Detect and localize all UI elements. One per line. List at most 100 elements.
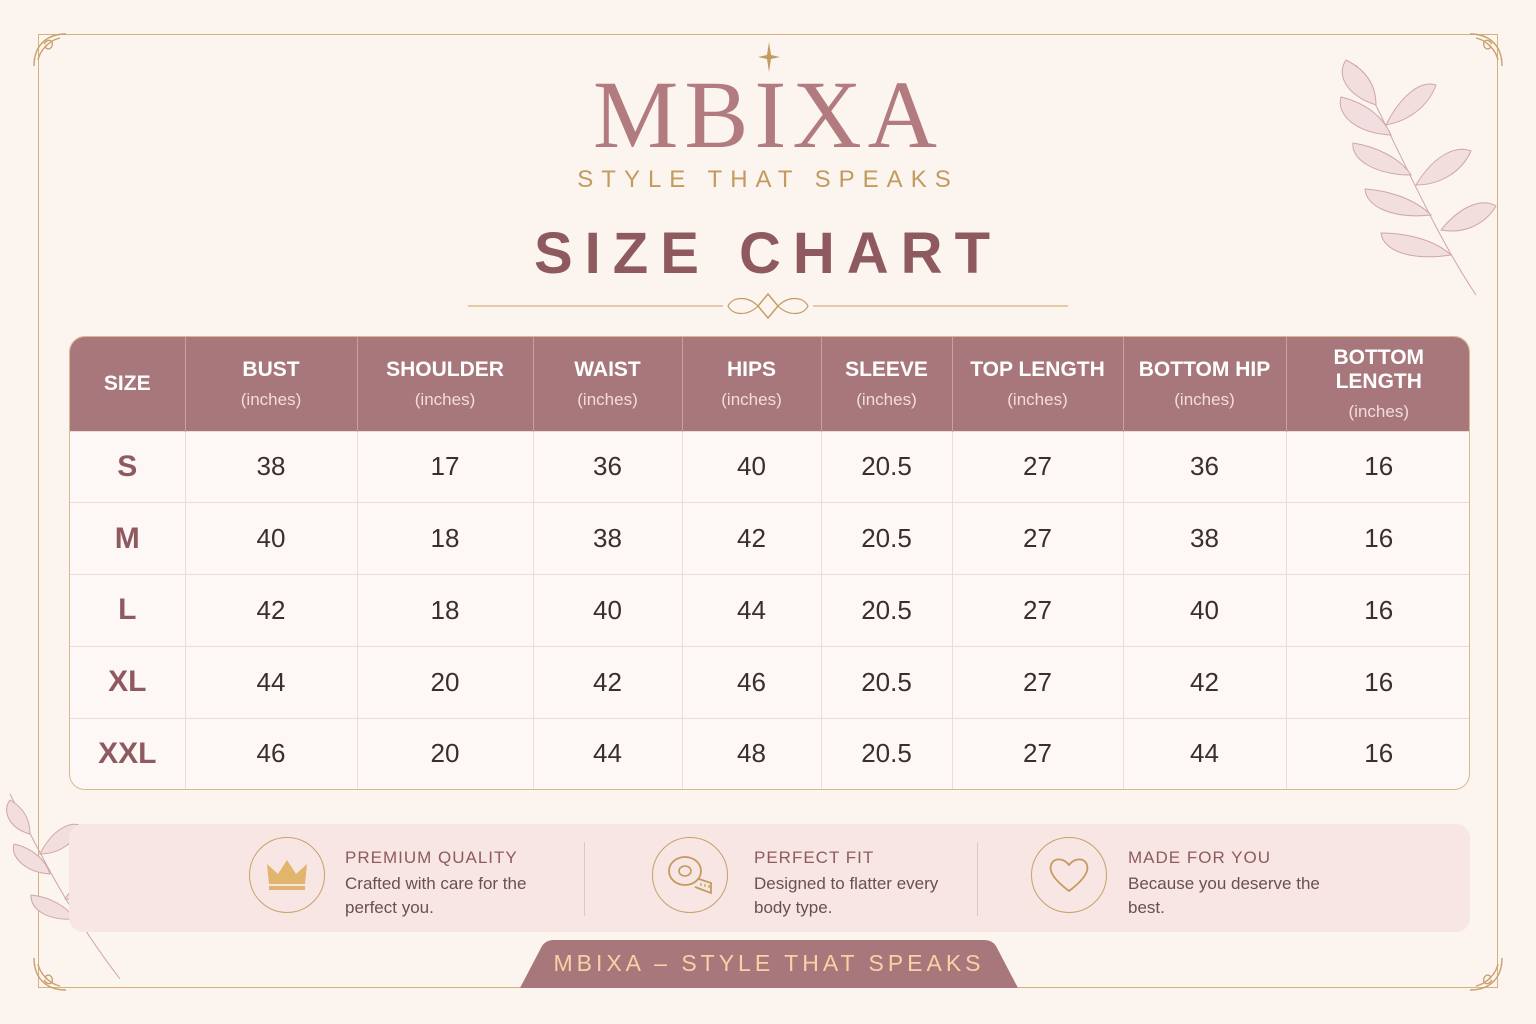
sparkle-icon — [758, 42, 780, 72]
column-unit: (inches) — [1007, 389, 1068, 409]
table-header-row: SIZE BUST (inches) SHOULDER (inches) WAIST (in… — [70, 337, 1469, 431]
brand-logo: MBIXA — [592, 61, 943, 168]
measurement-cell: 44 — [185, 645, 358, 719]
column-label: SLEEVE — [845, 357, 928, 381]
size-label: XL — [70, 645, 186, 719]
measurement-cell: 46 — [682, 645, 822, 719]
column-unit: (inches) — [240, 389, 302, 409]
heart-icon — [1031, 837, 1107, 913]
measurement-cell: 20.5 — [821, 717, 953, 789]
footer-banner — [520, 940, 1018, 988]
measurement-cell: 16 — [1286, 430, 1469, 503]
measurement-cell: 18 — [357, 574, 534, 647]
measurement-cell: 46 — [185, 717, 358, 789]
corner-ornament-icon — [1469, 957, 1503, 991]
column-header-top-length: TOP LENGTH (inches) — [952, 337, 1124, 431]
column-unit: (inches) — [1348, 401, 1409, 421]
column-header-shoulder: SHOULDER (inches) — [357, 337, 534, 431]
measurement-cell: 40 — [682, 430, 822, 503]
column-unit: (inches) — [414, 389, 476, 409]
table-row: S 38 17 36 40 20.5 27 36 16 — [70, 430, 1469, 503]
measurement-cell: 16 — [1286, 574, 1469, 647]
column-unit: (inches) — [721, 389, 782, 409]
measurement-cell: 40 — [185, 502, 358, 575]
measurement-cell: 44 — [682, 574, 822, 647]
feature-divider — [977, 842, 978, 916]
column-label: HIPS — [726, 357, 776, 381]
measurement-cell: 16 — [1286, 645, 1469, 719]
column-label: SIZE — [103, 371, 151, 395]
corner-ornament-icon — [1469, 33, 1503, 67]
feature-divider — [584, 842, 585, 916]
measurement-cell: 20.5 — [821, 502, 953, 575]
measurement-cell: 44 — [1123, 717, 1287, 789]
measurement-cell: 18 — [357, 502, 534, 575]
column-header-bottom-length: BOTTOM LENGTH (inches) — [1286, 337, 1469, 431]
measurement-cell: 42 — [682, 502, 822, 575]
column-header-sleeve: SLEEVE (inches) — [821, 337, 953, 431]
table-row: L 42 18 40 44 20.5 27 40 16 — [70, 574, 1469, 647]
column-label: BOTTOM HIP — [1138, 357, 1271, 381]
size-chart-table: SIZE BUST (inches) SHOULDER (inches) WAIST (in… — [69, 336, 1470, 790]
feature-description: Crafted with care for the perfect you. — [345, 874, 527, 917]
measurement-cell: 48 — [682, 717, 822, 789]
size-label: XXL — [70, 717, 186, 789]
measuring-tape-icon — [652, 837, 728, 913]
corner-ornament-icon — [33, 33, 67, 67]
feature-description: Because you deserve the best. — [1128, 874, 1320, 917]
corner-ornament-icon — [33, 957, 67, 991]
brand-tagline: STYLE THAT SPEAKS — [577, 166, 959, 193]
measurement-cell: 17 — [357, 430, 534, 503]
measurement-cell: 27 — [952, 502, 1124, 575]
measurement-cell: 20.5 — [821, 430, 953, 503]
measurement-cell: 20.5 — [821, 574, 953, 647]
measurement-cell: 40 — [533, 574, 683, 647]
column-header-size: SIZE — [70, 337, 186, 431]
page-title: SIZE CHART — [534, 221, 1002, 286]
feature-description: Designed to flatter every body type. — [754, 874, 939, 917]
feature-title: PREMIUM QUALITY — [345, 848, 518, 867]
leaf-branch-icon — [1339, 59, 1497, 296]
footer-banner-text: MBIXA – STYLE THAT SPEAKS — [553, 950, 985, 976]
size-label: L — [70, 574, 186, 647]
measurement-cell: 44 — [533, 717, 683, 789]
size-label: M — [70, 502, 186, 575]
measurement-cell: 42 — [1123, 645, 1287, 719]
measurement-cell: 38 — [533, 502, 683, 575]
column-label: SHOULDER — [386, 357, 504, 381]
column-label: BOTTOM LENGTH — [1333, 345, 1425, 393]
table-row: XL 44 20 42 46 20.5 27 42 16 — [70, 645, 1469, 719]
size-label: S — [70, 430, 186, 503]
measurement-cell: 42 — [533, 645, 683, 719]
measurement-cell: 16 — [1286, 717, 1469, 789]
measurement-cell: 36 — [1123, 430, 1287, 503]
column-unit: (inches) — [1174, 389, 1235, 409]
column-unit: (inches) — [577, 389, 638, 409]
column-header-waist: WAIST (inches) — [533, 337, 683, 431]
column-header-bottom-hip: BOTTOM HIP (inches) — [1123, 337, 1287, 431]
table-row: M 40 18 38 42 20.5 27 38 16 — [70, 502, 1469, 575]
measurement-cell: 20.5 — [821, 645, 953, 719]
features-strip: PREMIUM QUALITY Crafted with care for th… — [69, 824, 1470, 932]
measurement-cell: 27 — [952, 645, 1124, 719]
measurement-cell: 20 — [357, 645, 534, 719]
measurement-cell: 27 — [952, 430, 1124, 503]
measurement-cell: 27 — [952, 717, 1124, 789]
feature-title: PERFECT FIT — [754, 848, 875, 867]
measurement-cell: 40 — [1123, 574, 1287, 647]
table-row: XXL 46 20 44 48 20.5 27 44 16 — [70, 717, 1469, 789]
column-unit: (inches) — [856, 389, 917, 409]
column-header-hips: HIPS (inches) — [682, 337, 822, 431]
ornamental-divider-icon — [468, 292, 1068, 320]
measurement-cell: 16 — [1286, 502, 1469, 575]
measurement-cell: 36 — [533, 430, 683, 503]
measurement-cell: 27 — [952, 574, 1124, 647]
column-label: WAIST — [574, 357, 641, 381]
measurement-cell: 42 — [185, 574, 358, 647]
column-label: BUST — [242, 357, 300, 381]
measurement-cell: 38 — [1123, 502, 1287, 575]
feature-title: MADE FOR YOU — [1128, 848, 1271, 867]
column-label: TOP LENGTH — [970, 357, 1105, 381]
measurement-cell: 38 — [185, 430, 358, 503]
crown-icon — [249, 837, 325, 913]
